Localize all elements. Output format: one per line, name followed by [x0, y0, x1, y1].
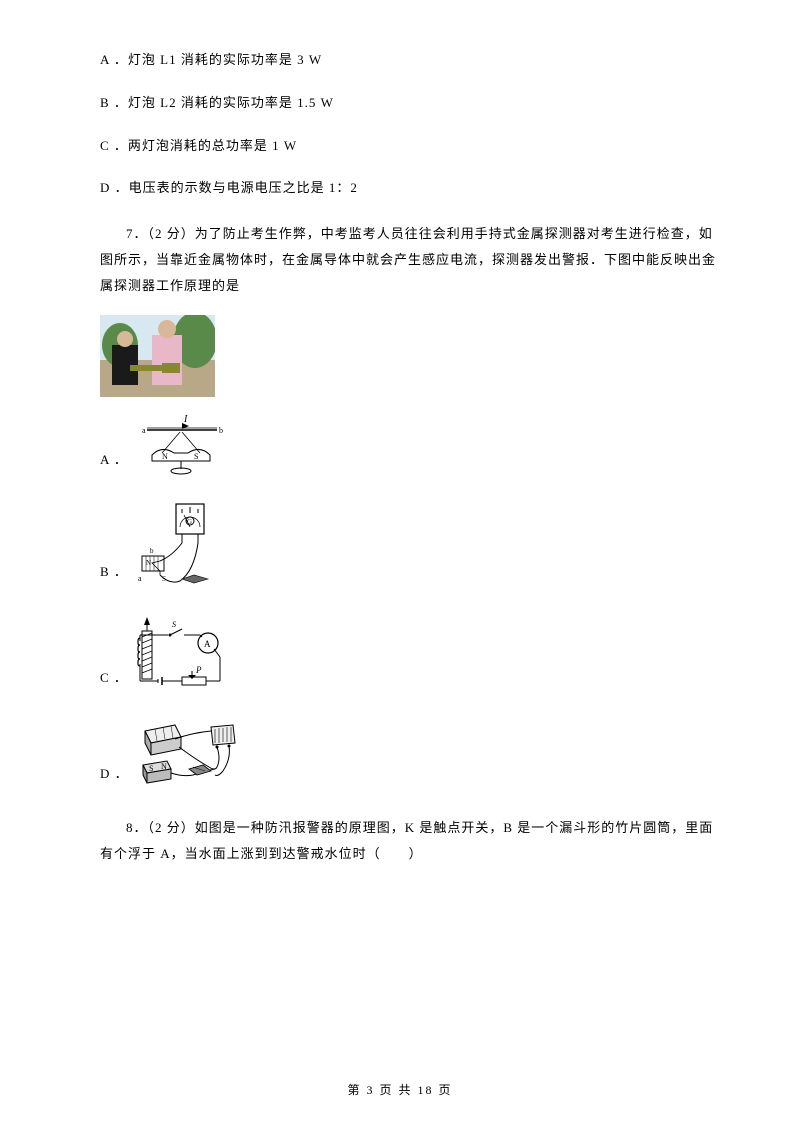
choice-a-label: A ． [100, 450, 128, 471]
svg-text:b: b [219, 426, 223, 435]
svg-text:S: S [194, 452, 198, 461]
svg-text:S: S [162, 575, 166, 583]
option-a: A ．灯泡 L1 消耗的实际功率是 3 W [100, 50, 725, 71]
choice-c-row: C ． S A P [100, 613, 725, 695]
page-footer: 第 3 页 共 18 页 [0, 1081, 800, 1100]
svg-text:S: S [149, 764, 153, 773]
detector-photo [100, 315, 215, 397]
question-7-text: 7．（2 分）为了防止考生作弊，中考监考人员往往会利用手持式金属探测器对考生进行… [100, 221, 725, 299]
option-b: B ．灯泡 L2 消耗的实际功率是 1.5 W [100, 93, 725, 114]
diagram-b: G N a S b [132, 501, 237, 589]
svg-text:P: P [195, 665, 202, 675]
choice-b-row: B ． G N a S b [100, 501, 725, 589]
option-d: D ．电压表的示数与电源电压之比是 1：2 [100, 178, 725, 199]
svg-text:I: I [183, 415, 188, 425]
choice-a-row: A ． I a b N S [100, 415, 725, 477]
svg-text:G: G [187, 518, 192, 526]
question-8-text: 8．（2 分）如图是一种防汛报警器的原理图，K 是触点开关，B 是一个漏斗形的竹… [100, 815, 725, 867]
diagram-c: S A P [132, 613, 242, 695]
svg-text:N: N [146, 559, 151, 567]
diagram-d: S N [133, 719, 248, 791]
option-c: C ．两灯泡消耗的总功率是 1 W [100, 136, 725, 157]
choice-d-row: D ． S N [100, 719, 725, 791]
svg-text:N: N [162, 452, 168, 461]
svg-text:N: N [161, 762, 167, 771]
svg-text:a: a [138, 574, 142, 583]
svg-text:b: b [150, 547, 154, 555]
svg-text:S: S [172, 620, 176, 629]
svg-text:a: a [142, 426, 146, 435]
choice-d-label: D ． [100, 764, 129, 785]
svg-text:A: A [204, 639, 211, 649]
choice-c-label: C ． [100, 668, 128, 689]
choice-b-label: B ． [100, 562, 128, 583]
diagram-a: I a b N S [132, 415, 232, 477]
